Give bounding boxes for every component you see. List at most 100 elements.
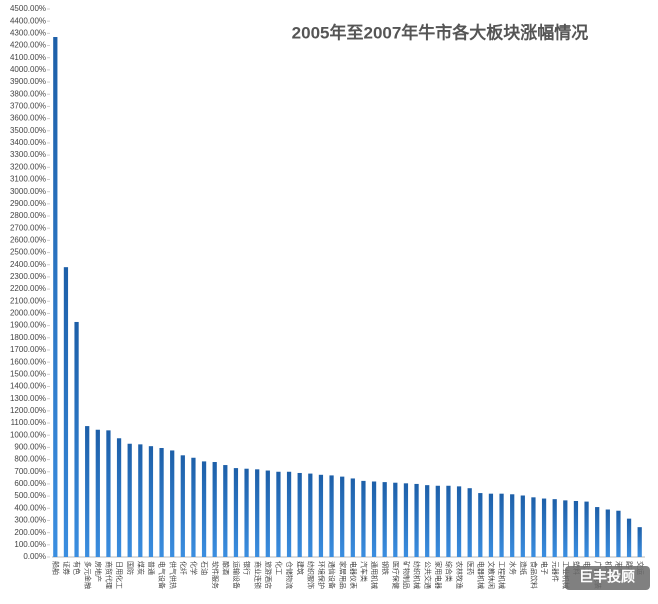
y-tick-label: 2100.00% bbox=[10, 296, 46, 305]
x-tick-label: 化工 bbox=[275, 561, 284, 575]
y-tick-label: 600.00% bbox=[14, 479, 46, 488]
x-tick-label: 食品饮料 bbox=[530, 561, 539, 589]
bar bbox=[425, 485, 430, 557]
bar bbox=[191, 457, 196, 557]
x-tick-label: 房地产 bbox=[94, 561, 103, 582]
x-tick-label: 综合类 bbox=[445, 561, 454, 582]
y-tick-label: 0.00% bbox=[23, 552, 46, 561]
x-tick-label: 运输设备 bbox=[232, 561, 241, 589]
bar bbox=[180, 455, 185, 557]
bar bbox=[499, 493, 504, 557]
x-tick-label: 环境保护 bbox=[317, 561, 326, 589]
x-tick-label: 文教休闲 bbox=[487, 561, 496, 589]
y-tick-label: 3400.00% bbox=[10, 138, 46, 147]
y-tick-label: 2000.00% bbox=[10, 309, 46, 318]
bar bbox=[159, 448, 164, 557]
bar bbox=[148, 446, 154, 557]
y-tick-label: 2300.00% bbox=[10, 272, 46, 281]
y-tick-label: 2800.00% bbox=[10, 211, 46, 220]
bar bbox=[265, 470, 270, 557]
bar bbox=[573, 500, 579, 557]
x-tick-label: 造纸 bbox=[519, 561, 528, 575]
bar bbox=[595, 507, 600, 557]
watermark: 巨丰投顾 bbox=[579, 569, 635, 585]
bar bbox=[95, 429, 100, 557]
y-tick-label: 500.00% bbox=[14, 491, 46, 500]
x-tick-label: 仓储物流 bbox=[285, 561, 294, 589]
x-tick-label: 钢铁 bbox=[381, 561, 390, 575]
bar bbox=[116, 438, 122, 557]
bar bbox=[467, 488, 472, 557]
y-tick-label: 1600.00% bbox=[10, 357, 46, 366]
bar bbox=[255, 469, 260, 557]
x-tick-label: 有色 bbox=[73, 561, 82, 575]
bar bbox=[510, 494, 515, 557]
x-tick-label: 家用电器 bbox=[434, 561, 443, 589]
y-tick-label: 900.00% bbox=[14, 443, 46, 452]
y-tick-label: 800.00% bbox=[14, 455, 46, 464]
y-tick-label: 4200.00% bbox=[10, 41, 46, 50]
bar bbox=[106, 430, 111, 557]
bar bbox=[223, 465, 228, 557]
bar bbox=[520, 495, 525, 557]
x-tick-label: 公共交通 bbox=[423, 561, 432, 589]
y-tick-label: 200.00% bbox=[14, 528, 46, 537]
x-tick-label: 商贸代理 bbox=[105, 561, 114, 589]
x-tick-label: 通信设备 bbox=[328, 561, 337, 589]
bar bbox=[85, 426, 90, 557]
x-tick-label: 多元金融 bbox=[83, 561, 92, 589]
x-tick-label: 元器件 bbox=[551, 561, 560, 582]
y-tick-label: 4100.00% bbox=[10, 53, 46, 62]
x-tick-label: 电器机械 bbox=[476, 561, 485, 589]
bar bbox=[276, 471, 281, 557]
bar bbox=[170, 450, 175, 557]
bar bbox=[446, 485, 451, 557]
y-tick-label: 4400.00% bbox=[10, 16, 46, 25]
bar bbox=[286, 471, 292, 557]
y-tick-label: 1500.00% bbox=[10, 369, 46, 378]
y-tick-label: 300.00% bbox=[14, 516, 46, 525]
x-tick-label: 石油 bbox=[200, 561, 209, 575]
x-tick-label: 纺织服饰 bbox=[306, 561, 315, 589]
y-tick-label: 1300.00% bbox=[10, 394, 46, 403]
x-tick-label: 矿物制品 bbox=[402, 561, 411, 589]
y-tick-label: 1100.00% bbox=[11, 418, 46, 427]
y-tick-label: 2400.00% bbox=[10, 260, 46, 269]
bar bbox=[435, 485, 440, 557]
bar bbox=[127, 443, 132, 557]
y-tick-label: 3700.00% bbox=[10, 102, 46, 111]
bar bbox=[244, 468, 249, 557]
y-tick-label: 1700.00% bbox=[10, 345, 46, 354]
bar bbox=[212, 462, 217, 557]
y-tick-label: 1900.00% bbox=[10, 321, 46, 330]
x-tick-label: 水务 bbox=[508, 561, 517, 575]
watermark-bg bbox=[565, 566, 650, 590]
bar bbox=[616, 510, 621, 557]
bar bbox=[488, 493, 494, 557]
y-tick-label: 4300.00% bbox=[10, 28, 46, 37]
bar bbox=[393, 482, 398, 557]
x-tick-label: 汽车类 bbox=[360, 561, 369, 582]
y-tick-label: 3100.00% bbox=[10, 175, 46, 184]
bar bbox=[340, 476, 345, 557]
x-tick-label: 纺织机械 bbox=[413, 561, 422, 589]
bar bbox=[53, 37, 58, 557]
x-tick-label: 软件服务 bbox=[211, 561, 220, 589]
bar bbox=[361, 480, 366, 557]
y-tick-label: 400.00% bbox=[14, 503, 46, 512]
x-tick-label: 医疗保健 bbox=[391, 561, 400, 589]
bar bbox=[201, 461, 207, 557]
y-tick-label: 3300.00% bbox=[10, 150, 46, 159]
x-tick-label: 日用化工 bbox=[115, 561, 124, 589]
x-tick-label: 酿酒 bbox=[221, 561, 230, 575]
x-tick-label: 商业连锁 bbox=[253, 561, 262, 589]
bar bbox=[74, 321, 79, 557]
bar bbox=[637, 527, 642, 557]
bar bbox=[478, 493, 483, 557]
y-tick-label: 4500.00% bbox=[10, 4, 46, 13]
x-tick-label: 电气设备 bbox=[158, 561, 167, 589]
y-tick-label: 2600.00% bbox=[10, 235, 46, 244]
y-tick-label: 700.00% bbox=[14, 467, 46, 476]
bar bbox=[350, 478, 355, 557]
x-tick-label: 医药 bbox=[466, 561, 475, 575]
